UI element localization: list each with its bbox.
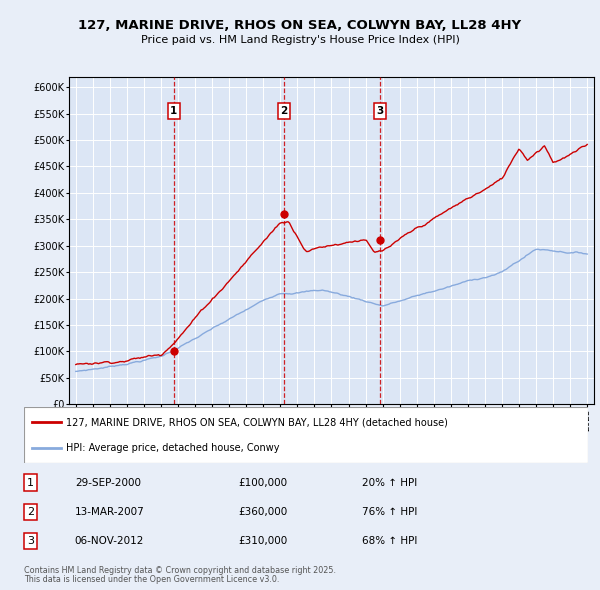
Text: 3: 3	[376, 106, 384, 116]
Text: £310,000: £310,000	[238, 536, 287, 546]
Text: 68% ↑ HPI: 68% ↑ HPI	[362, 536, 418, 546]
Text: 2: 2	[280, 106, 287, 116]
Text: 06-NOV-2012: 06-NOV-2012	[75, 536, 144, 546]
Text: This data is licensed under the Open Government Licence v3.0.: This data is licensed under the Open Gov…	[24, 575, 280, 584]
Text: 127, MARINE DRIVE, RHOS ON SEA, COLWYN BAY, LL28 4HY: 127, MARINE DRIVE, RHOS ON SEA, COLWYN B…	[79, 19, 521, 32]
Text: 1: 1	[27, 477, 34, 487]
Text: 3: 3	[27, 536, 34, 546]
Text: 29-SEP-2000: 29-SEP-2000	[75, 477, 141, 487]
Text: Price paid vs. HM Land Registry's House Price Index (HPI): Price paid vs. HM Land Registry's House …	[140, 35, 460, 45]
Text: 2: 2	[27, 507, 34, 517]
Text: 1: 1	[170, 106, 178, 116]
Text: 20% ↑ HPI: 20% ↑ HPI	[362, 477, 418, 487]
Text: £360,000: £360,000	[238, 507, 287, 517]
Text: HPI: Average price, detached house, Conwy: HPI: Average price, detached house, Conw…	[66, 443, 280, 453]
Text: 13-MAR-2007: 13-MAR-2007	[75, 507, 145, 517]
Text: 76% ↑ HPI: 76% ↑ HPI	[362, 507, 418, 517]
Text: Contains HM Land Registry data © Crown copyright and database right 2025.: Contains HM Land Registry data © Crown c…	[24, 566, 336, 575]
Text: £100,000: £100,000	[238, 477, 287, 487]
FancyBboxPatch shape	[24, 407, 588, 463]
Text: 127, MARINE DRIVE, RHOS ON SEA, COLWYN BAY, LL28 4HY (detached house): 127, MARINE DRIVE, RHOS ON SEA, COLWYN B…	[66, 417, 448, 427]
